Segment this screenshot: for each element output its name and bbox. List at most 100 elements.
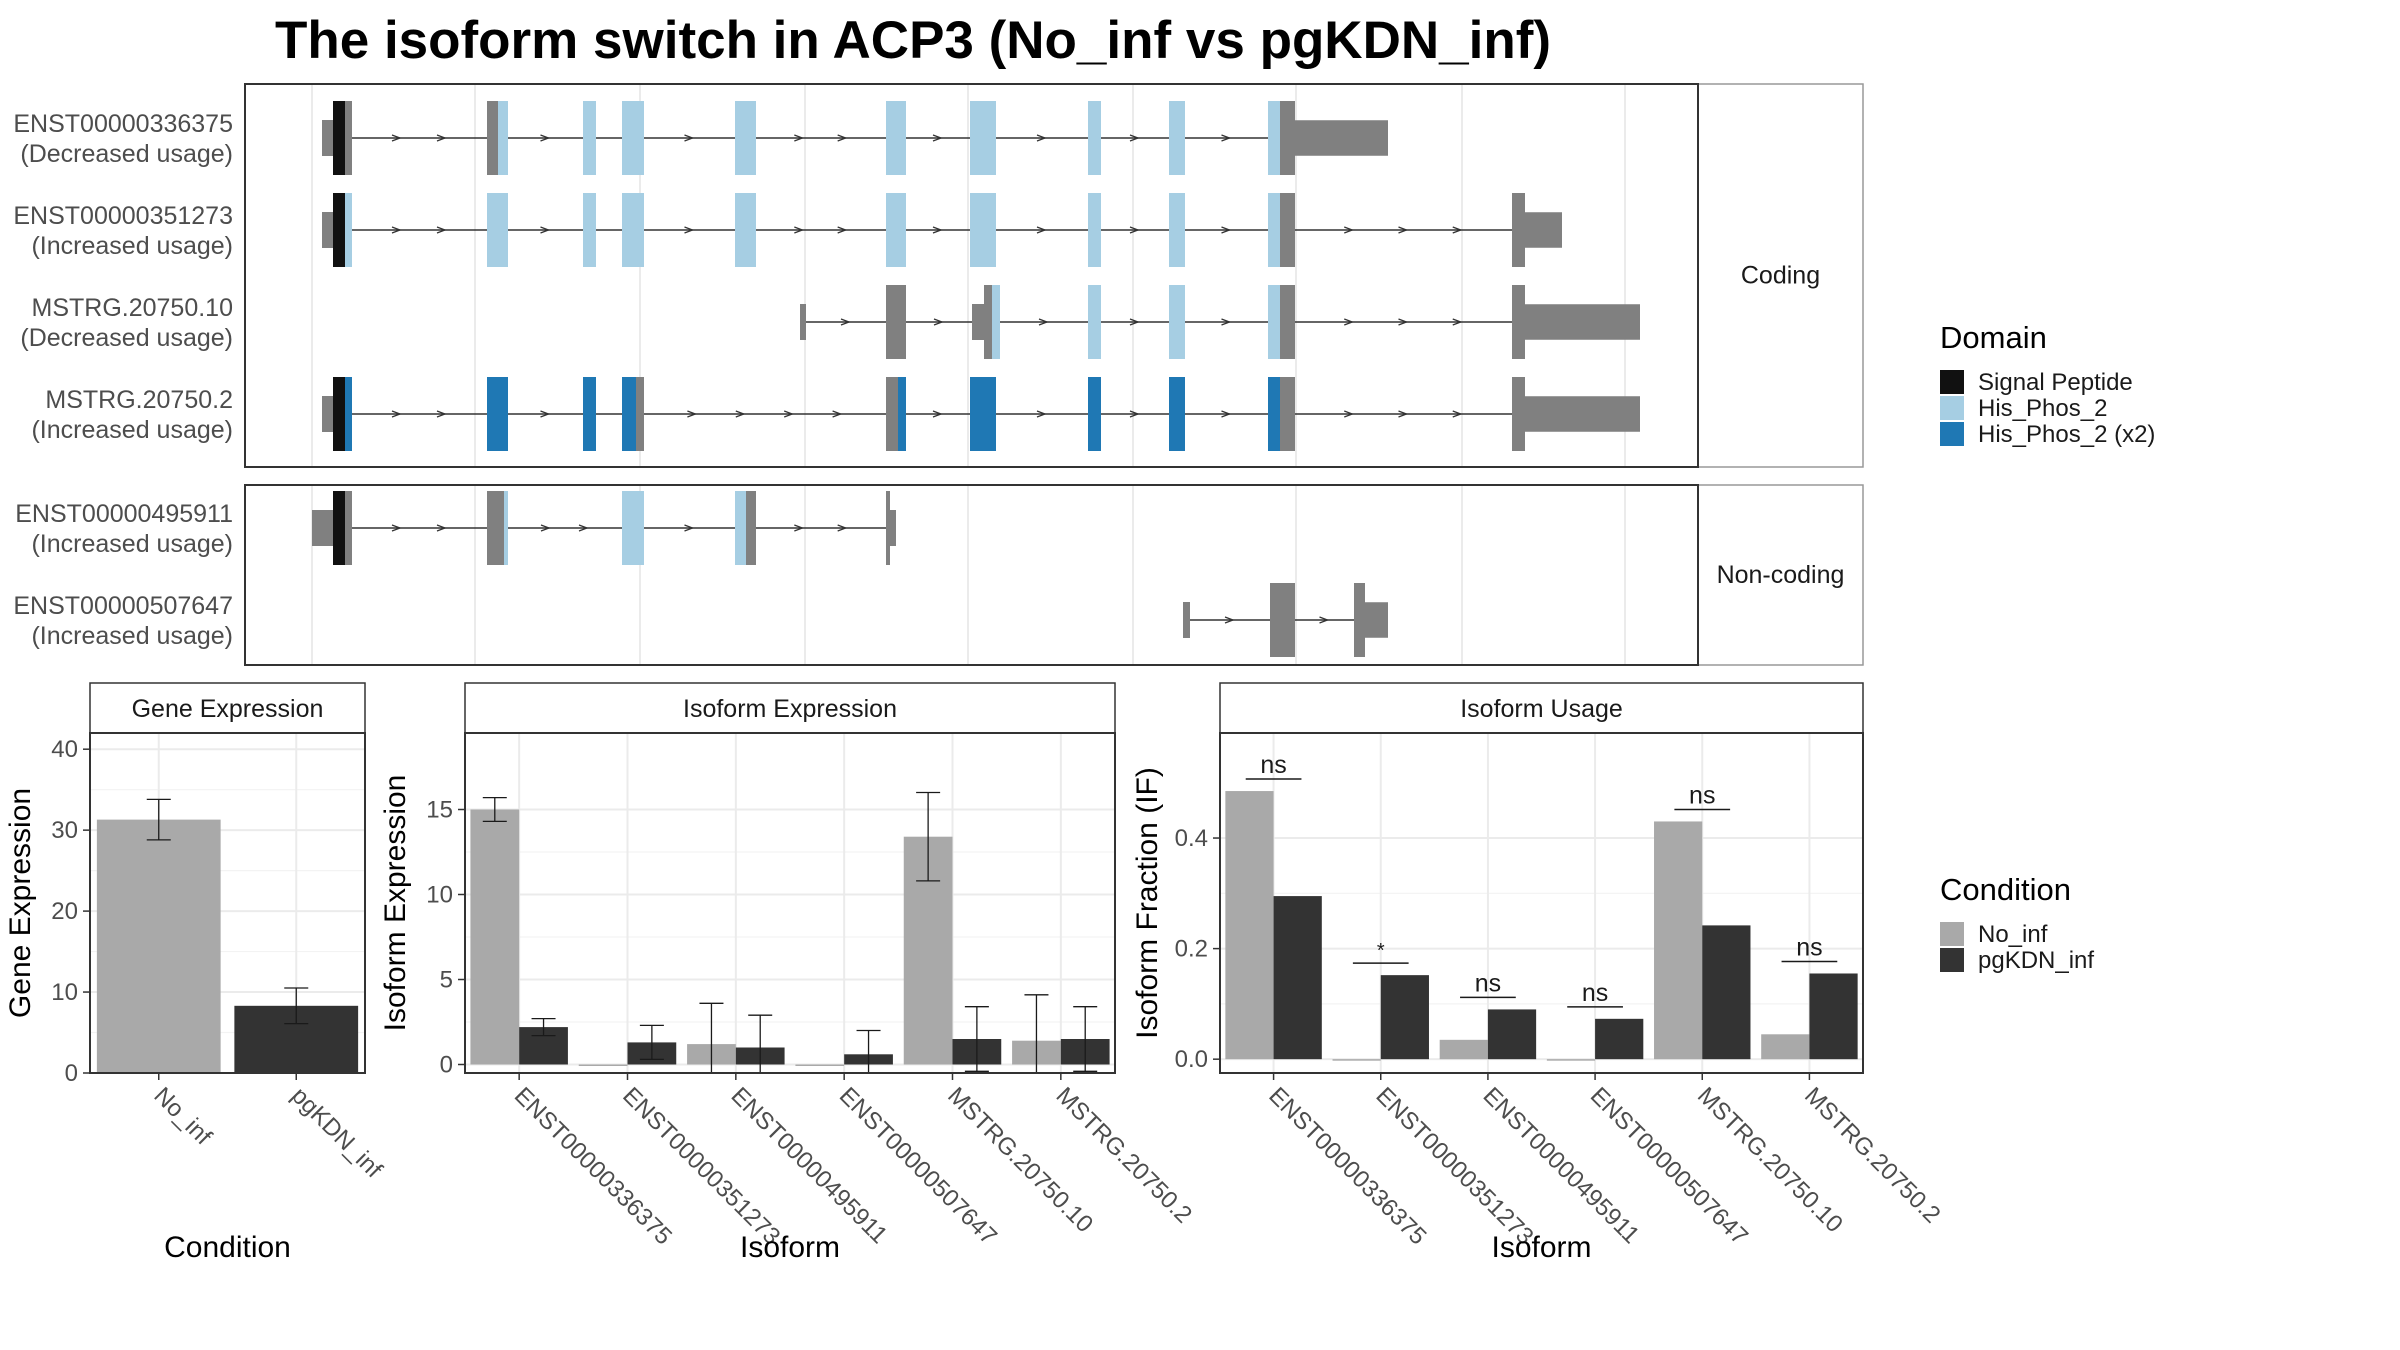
direction-arrow [1129, 410, 1140, 418]
structure-plot-border [244, 484, 1699, 666]
exon-segment [1525, 304, 1640, 340]
panel-title: Isoform Usage [1460, 695, 1623, 723]
exon-segment [1169, 377, 1185, 451]
facet-strip [1697, 484, 1864, 666]
isoform-usage-label: (Increased usage) [31, 232, 233, 260]
y-tick-label: 15 [426, 797, 453, 824]
direction-arrow [840, 318, 851, 326]
exon-segment [1354, 583, 1365, 657]
legend-title: Condition [1940, 872, 2071, 907]
legend-title: Domain [1940, 320, 2047, 355]
exon-segment [333, 377, 345, 451]
direction-arrow [1129, 134, 1140, 142]
direction-arrow [1221, 410, 1232, 418]
direction-arrow [932, 410, 943, 418]
isoform-id-label: ENST00000336375 [13, 110, 233, 138]
panel-border [464, 732, 1116, 1074]
exon-segment [735, 193, 756, 267]
exon-segment [1525, 396, 1640, 432]
exon-segment [1268, 101, 1280, 175]
exon-segment [1088, 101, 1101, 175]
exon-segment [735, 491, 746, 565]
exon-segment [487, 377, 508, 451]
x-tick-label: No_inf [149, 1082, 217, 1150]
exon-segment [1088, 377, 1101, 451]
bar [1273, 896, 1322, 1060]
exon-segment [345, 101, 352, 175]
exon-segment [1088, 193, 1101, 267]
x-axis-title: Isoform [740, 1231, 840, 1264]
direction-arrow [436, 410, 447, 418]
y-axis-title: Isoform Expression [379, 775, 412, 1032]
direction-arrow [1452, 318, 1463, 326]
panel-border [89, 732, 366, 1074]
isoform-usage-label: (Increased usage) [31, 622, 233, 650]
direction-arrow [1036, 134, 1047, 142]
exon-segment [333, 101, 345, 175]
significance-label: ns [1796, 933, 1822, 961]
direction-arrow [1452, 226, 1463, 234]
isoform-track [800, 285, 1640, 359]
exon-segment [746, 491, 756, 565]
exon-segment [992, 285, 1000, 359]
direction-arrow [837, 134, 848, 142]
legend-label: No_inf [1978, 921, 2048, 948]
y-tick-label: 0 [65, 1060, 78, 1087]
exon-segment [1280, 377, 1295, 451]
isoform-structure-panel: CodingNon-codingENST00000336375(Decrease… [13, 83, 1864, 666]
y-tick-label: 20 [51, 898, 78, 925]
utr-segment [1183, 602, 1190, 638]
direction-arrow [1129, 318, 1140, 326]
isoform-track [322, 377, 1640, 451]
bar [1546, 1059, 1596, 1061]
isoform-usage-label: (Increased usage) [31, 530, 233, 558]
legend-swatch [1940, 922, 1964, 946]
direction-arrow [436, 524, 447, 532]
isoform-id-label: ENST00000495911 [15, 500, 233, 528]
direction-arrow [436, 226, 447, 234]
bar [1487, 1009, 1537, 1060]
panel-strip [464, 682, 1116, 734]
direction-arrow [1038, 318, 1049, 326]
exon-segment [333, 193, 345, 267]
utr-segment [312, 510, 333, 546]
exon-segment [498, 101, 508, 175]
facet-label: Non-coding [1717, 561, 1845, 589]
direction-arrow [578, 524, 589, 532]
exon-segment [1512, 285, 1525, 359]
direction-arrow [932, 134, 943, 142]
legend-label: His_Phos_2 [1978, 395, 2107, 422]
exon-segment [622, 491, 644, 565]
isoform-usage-label: (Decreased usage) [20, 324, 233, 352]
isoform-track [322, 101, 1388, 175]
exon-segment [622, 193, 644, 267]
direction-arrow [837, 524, 848, 532]
x-tick-label: pgKDN_inf [286, 1082, 387, 1183]
bar [1439, 1039, 1488, 1060]
isoform-usage-label: (Increased usage) [31, 416, 233, 444]
significance-label: ns [1260, 751, 1286, 779]
isoform-id-label: ENST00000351273 [13, 202, 233, 230]
exon-segment [970, 193, 996, 267]
isoform-expression-panel: Isoform Expression051015ENST00000336375E… [379, 682, 1197, 1264]
direction-arrow [1319, 616, 1330, 624]
exon-segment [487, 491, 504, 565]
exon-segment [636, 377, 644, 451]
exon-segment [1268, 377, 1280, 451]
exon-segment [1169, 193, 1185, 267]
direction-arrow [540, 410, 551, 418]
exon-segment [1280, 101, 1295, 175]
y-axis-title: Isoform Fraction (IF) [1131, 767, 1164, 1039]
exon-segment [1280, 193, 1295, 267]
isoform-track [322, 193, 1562, 267]
panel-border [1219, 732, 1864, 1074]
exon-segment [970, 377, 996, 451]
direction-arrow [1221, 226, 1232, 234]
direction-arrow [783, 410, 795, 418]
legends: Domain Signal PeptideHis_Phos_2His_Phos_2… [1940, 320, 2155, 974]
direction-arrow [391, 134, 402, 142]
exon-segment [886, 491, 890, 565]
direction-arrow [1344, 410, 1355, 418]
isoform-id-label: MSTRG.20750.10 [32, 294, 234, 322]
direction-arrow [1221, 318, 1232, 326]
